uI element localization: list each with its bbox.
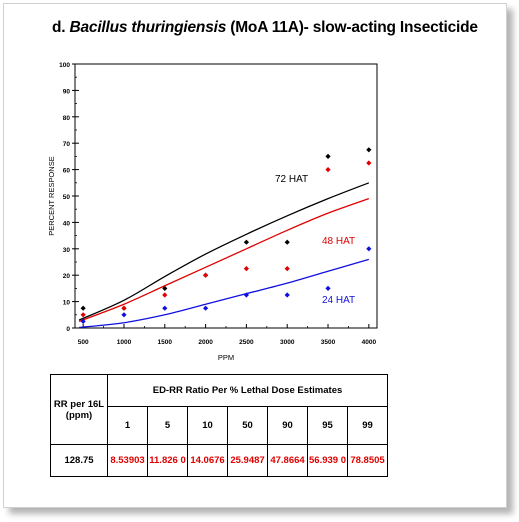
title-suffix: (MoA 11A)- slow-acting Insecticide xyxy=(226,19,478,36)
data-point-24-hat xyxy=(80,318,86,324)
data-point-48-hat xyxy=(162,292,168,298)
pct-col-95: 95 xyxy=(307,405,348,446)
data-point-24-hat xyxy=(162,305,168,311)
series-label-72-hat: 72 HAT xyxy=(275,174,308,185)
ed-estimates-table: RR per 16L (ppm) ED-RR Ratio Per % Letha… xyxy=(50,374,388,477)
title-prefix: d. xyxy=(52,19,70,36)
data-point-48-hat xyxy=(366,160,372,166)
y-tick-label: 20 xyxy=(63,273,71,280)
data-point-72-hat xyxy=(162,285,168,291)
data-point-48-hat xyxy=(121,305,127,311)
data-point-48-hat xyxy=(243,266,250,272)
x-tick-label: 500 xyxy=(78,339,89,346)
pct-col-10: 10 xyxy=(187,405,228,446)
rr-value: 128.75 xyxy=(50,444,108,477)
y-tick-label: 80 xyxy=(63,115,71,122)
data-point-72-hat xyxy=(80,305,86,311)
dose-response-chart: 0 10 20 30 40 50 60 70 80 90 100 500 1000 1500 2000 250… xyxy=(47,62,378,362)
x-tick-label: 1000 xyxy=(117,339,132,346)
y-tick-label: 30 xyxy=(63,247,71,254)
pct-col-5: 5 xyxy=(147,405,188,446)
rr-header: RR per 16L (ppm) xyxy=(50,374,108,445)
y-tick-label: 100 xyxy=(59,62,70,69)
y-tick-label: 90 xyxy=(63,88,71,95)
y-tick-label: 10 xyxy=(63,300,71,307)
y-tick-label: 50 xyxy=(63,194,71,201)
x-tick-label: 3000 xyxy=(280,339,295,346)
y-axis-label: PERCENT RESPONSE xyxy=(47,156,56,235)
x-tick-label: 4000 xyxy=(362,339,377,346)
y-tick-label: 70 xyxy=(63,141,71,148)
ed-value-50: 25.9487 xyxy=(227,444,268,477)
data-point-48-hat xyxy=(284,266,290,272)
data-point-24-hat xyxy=(202,305,209,311)
x-tick-label: 2500 xyxy=(239,339,254,346)
data-point-72-hat xyxy=(243,239,250,245)
x-tick-label: 2000 xyxy=(198,339,213,346)
data-point-48-hat xyxy=(325,167,331,173)
data-point-48-hat xyxy=(202,272,209,278)
data-point-24-hat xyxy=(121,312,127,318)
ed-header: ED-RR Ratio Per % Lethal Dose Estimates xyxy=(107,374,388,407)
ed-value-95: 56.939 0 xyxy=(307,444,348,477)
data-point-72-hat xyxy=(325,153,331,159)
pct-col-99: 99 xyxy=(347,405,388,446)
y-tick-label: 60 xyxy=(63,168,71,175)
series-label-24-hat: 24 HAT xyxy=(322,295,355,306)
data-point-72-hat xyxy=(284,239,290,245)
y-tick-label: 0 xyxy=(66,326,70,333)
pct-col-50: 50 xyxy=(227,405,268,446)
fit-curve-72-hat xyxy=(78,182,370,321)
fit-curve-24-hat xyxy=(79,258,370,329)
title-species: Bacillus thuringiensis xyxy=(69,19,227,36)
data-point-48-hat xyxy=(80,312,86,318)
plot-frame xyxy=(74,63,378,329)
data-point-24-hat xyxy=(325,285,331,291)
data-point-24-hat xyxy=(284,292,290,298)
x-tick-label: 3500 xyxy=(321,339,336,346)
pct-col-90: 90 xyxy=(267,405,308,446)
ed-value-1: 8.53903 xyxy=(107,444,148,477)
ed-value-99: 78.8505 xyxy=(347,444,388,477)
ed-value-10: 14.0676 xyxy=(187,444,228,477)
y-tick-label: 40 xyxy=(63,220,71,227)
data-point-72-hat xyxy=(366,147,372,153)
x-tick-label: 1500 xyxy=(158,339,173,346)
data-point-24-hat xyxy=(366,246,372,252)
x-axis-label: PPM xyxy=(218,353,234,362)
series-label-48-hat: 48 HAT xyxy=(322,236,355,247)
pct-col-1: 1 xyxy=(107,405,148,446)
data-point-24-hat xyxy=(243,292,250,298)
ed-value-90: 47.8664 xyxy=(267,444,308,477)
ed-value-5: 11.826 0 xyxy=(147,444,188,477)
fit-curve-48-hat xyxy=(78,198,370,323)
figure-title: d. Bacillus thuringiensis (MoA 11A)- slo… xyxy=(52,19,478,37)
